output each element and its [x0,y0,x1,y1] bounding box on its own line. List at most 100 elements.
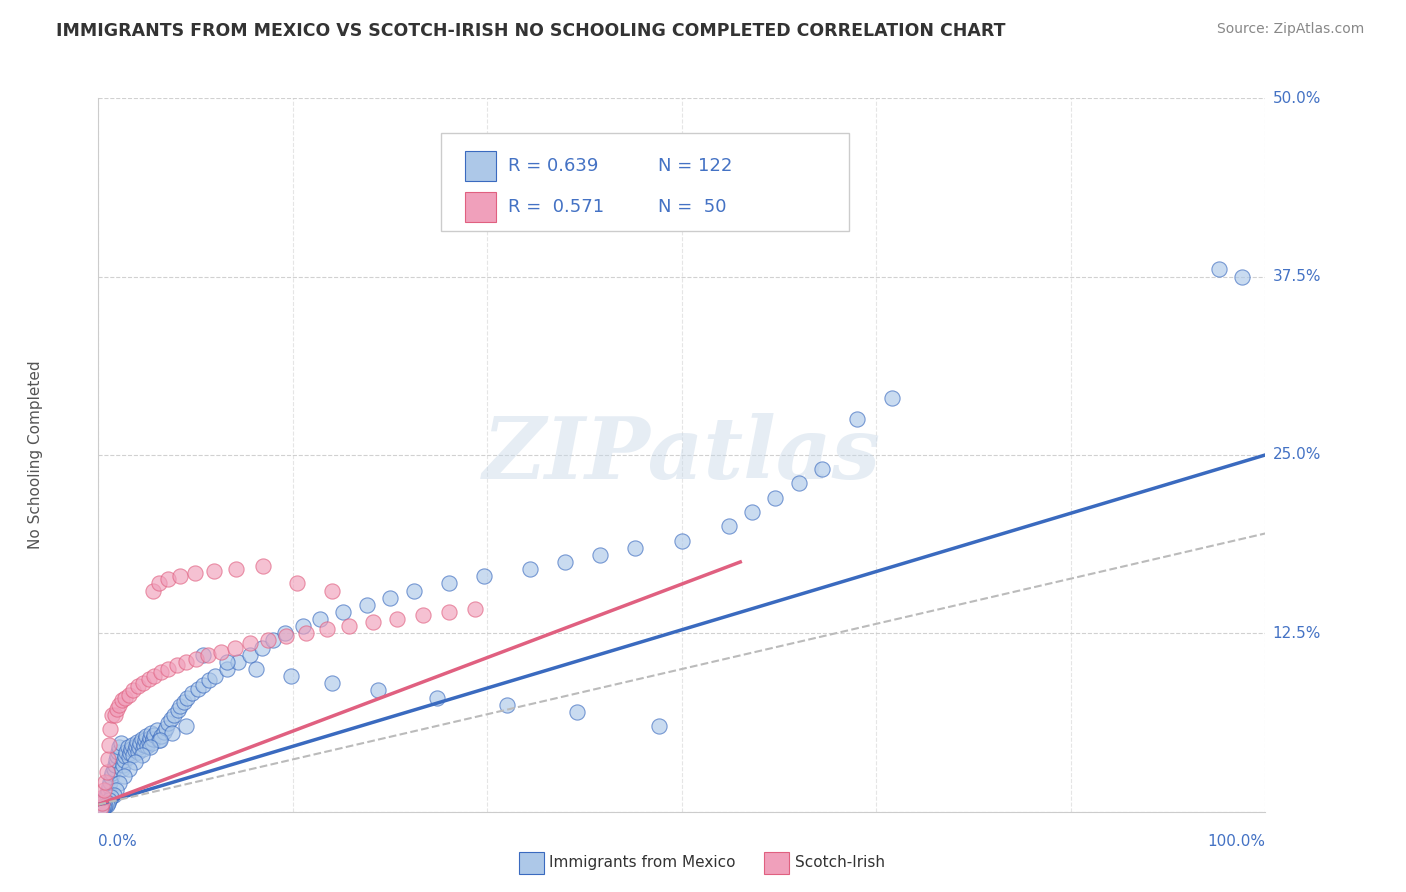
Point [139,726,162,740]
Point [202,564,225,578]
Point [157,716,180,731]
Point [112,753,135,767]
Point [157,572,180,586]
Point [122,683,145,698]
Point [118,750,141,764]
Text: R = 0.639: R = 0.639 [508,157,598,175]
Point [356,598,378,612]
Point [316,622,339,636]
Point [402,583,425,598]
Point [250,640,273,655]
Point [104,783,127,797]
Point [378,591,402,605]
Point [193,648,215,662]
Point [108,740,131,755]
Point [209,645,232,659]
Point [256,633,278,648]
Point [143,728,166,742]
Point [215,662,238,676]
Point [117,740,139,755]
Point [337,619,360,633]
Text: ZIPatlas: ZIPatlas [482,413,882,497]
Point [146,723,169,738]
Text: N =  50: N = 50 [658,198,727,216]
Point [142,731,165,746]
Point [155,721,177,735]
Point [174,719,197,733]
Point [1230,269,1253,284]
Point [125,739,148,753]
Point [111,757,134,772]
Point [124,755,146,769]
Point [321,583,343,598]
Point [134,733,156,747]
Point [118,746,141,760]
Point [97,793,120,807]
Point [125,735,148,749]
Point [104,753,127,767]
Point [204,669,226,683]
Point [136,739,159,753]
Text: R =  0.571: R = 0.571 [508,198,603,216]
Point [94,790,117,805]
Point [115,745,138,759]
Text: IMMIGRANTS FROM MEXICO VS SCOTCH-IRISH NO SCHOOLING COMPLETED CORRELATION CHART: IMMIGRANTS FROM MEXICO VS SCOTCH-IRISH N… [56,22,1005,40]
Point [103,788,125,802]
Point [108,776,131,790]
Point [110,736,132,750]
Point [96,764,118,779]
Point [94,774,117,789]
Point [554,555,576,569]
Point [163,707,186,722]
Point [239,648,262,662]
Point [1208,262,1230,277]
Text: 0.0%: 0.0% [98,834,138,849]
Point [96,797,118,812]
Point [107,745,129,759]
Point [101,707,124,722]
Point [120,742,142,756]
Point [717,519,740,533]
Point [224,640,246,655]
Point [131,747,153,762]
Point [127,745,149,759]
Point [139,740,162,755]
Point [166,657,188,672]
Point [129,736,152,750]
Point [98,774,121,789]
Point [111,762,134,776]
Point [112,769,135,783]
Point [118,762,141,776]
Point [763,491,786,505]
Point [97,779,120,793]
Point [193,678,215,692]
Point [385,612,408,626]
Point [845,412,868,426]
Point [152,724,174,739]
Point [135,729,157,743]
Point [280,669,302,683]
Point [94,799,117,814]
Point [412,607,434,622]
Point [98,722,121,736]
Point [90,800,112,814]
Point [787,476,810,491]
Point [96,788,118,802]
Point [150,729,173,743]
Point [811,462,834,476]
Point [309,612,332,626]
Point [108,698,131,712]
Point [437,576,460,591]
Point [90,799,112,814]
Point [128,740,150,755]
Text: Scotch-Irish: Scotch-Irish [794,855,884,870]
Point [741,505,763,519]
Point [187,681,209,696]
Point [166,703,188,717]
Point [90,802,112,816]
Point [93,783,115,797]
Text: 12.5%: 12.5% [1272,626,1320,640]
Point [150,665,173,679]
Point [97,783,120,797]
Text: 37.5%: 37.5% [1272,269,1320,284]
